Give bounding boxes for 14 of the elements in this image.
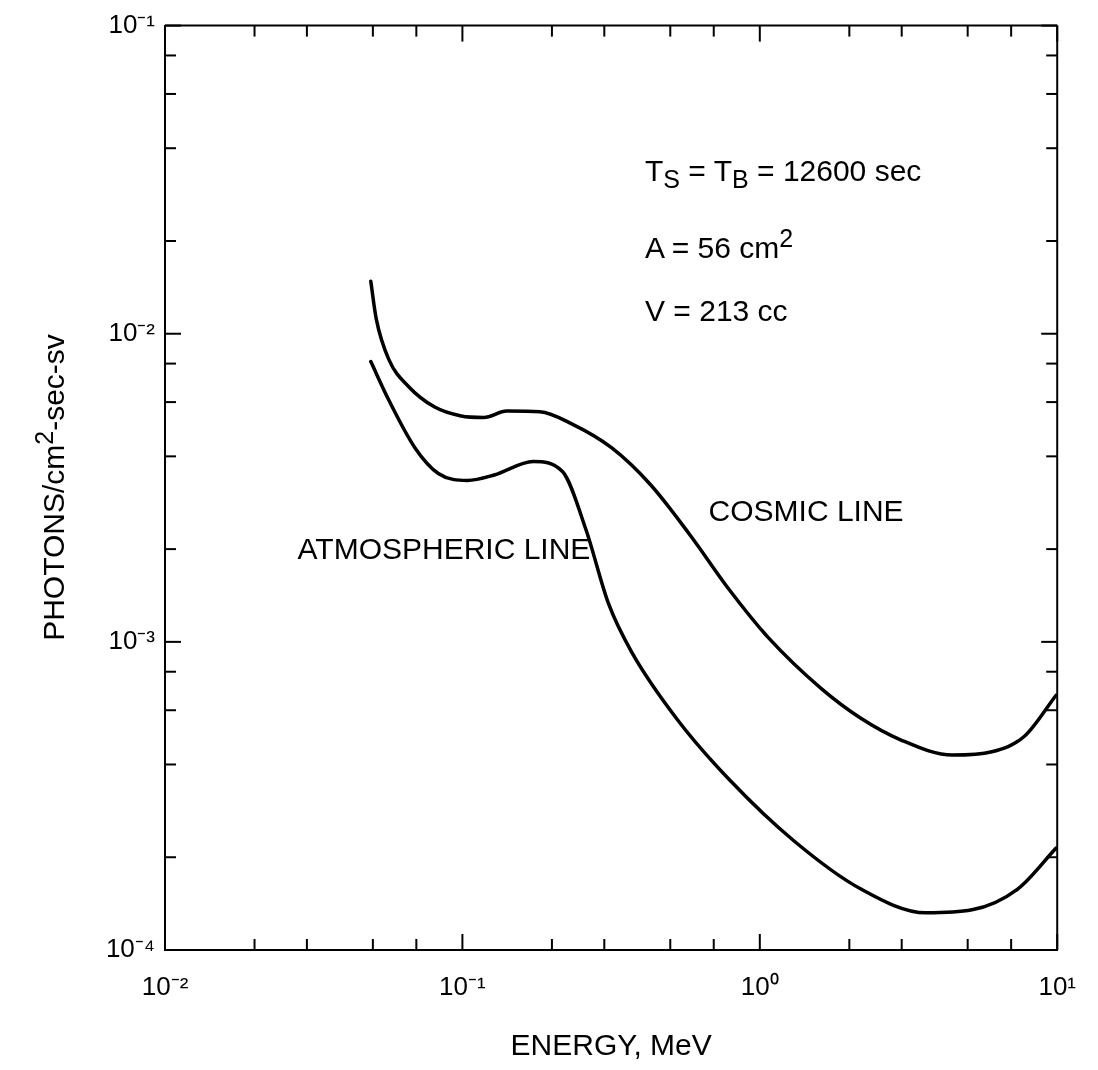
x-tick-label: 10¹ [1038,970,1077,1001]
y-tick-label: 10⁻² [108,316,156,347]
y-tick-label: 10⁻¹ [108,8,156,39]
series-label: COSMIC LINE [708,493,904,527]
x-tick-label: 10⁰ [740,970,779,1001]
y-tick-label: 10⁻³ [108,625,156,656]
annotation: A = 56 cm$^{2}$ [645,223,794,264]
annotation: T$_{S}$ = T$_{B}$ = 12600 sec [645,153,922,193]
x-tick-label: 10⁻² [141,970,189,1001]
y-tick-label: 10⁻⁴ [105,933,155,964]
x-axis-title: ENERGY, MeV [510,1028,712,1061]
series-label: ATMOSPHERIC LINE [297,531,591,565]
annotation: V = 213 cc [645,293,788,327]
x-tick-label: 10⁻¹ [439,970,487,1001]
